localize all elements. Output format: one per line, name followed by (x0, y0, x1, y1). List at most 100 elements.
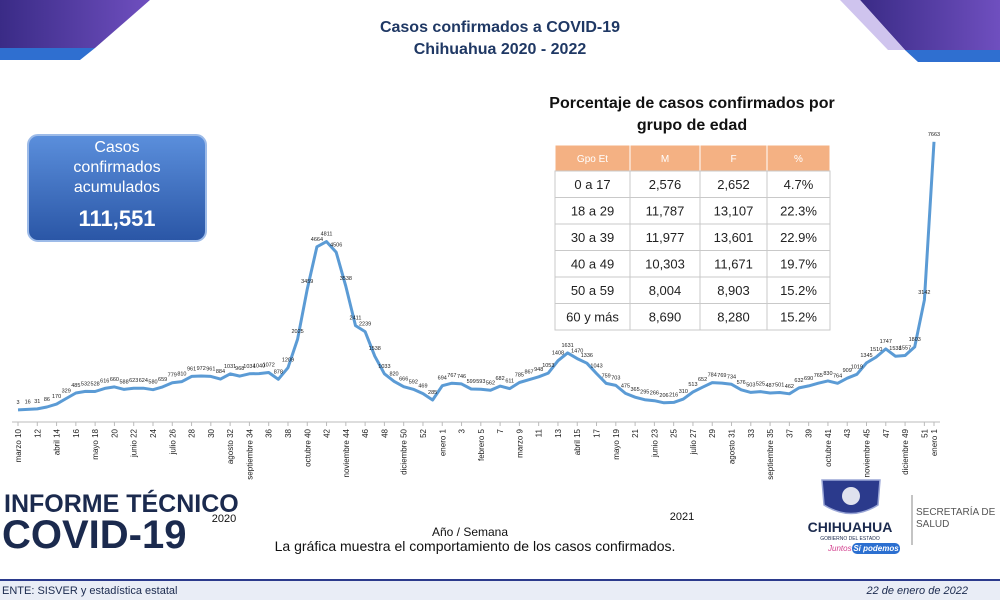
table-cell (629, 223, 701, 251)
data-label: 1053 (542, 363, 554, 369)
data-label: 1803 (909, 337, 921, 343)
state-name: CHIHUAHUA (808, 519, 893, 535)
table-cell-text: 18 a 29 (571, 204, 614, 219)
data-label: 3538 (340, 276, 352, 282)
x-tick-label: septiembre 34 (245, 428, 254, 479)
data-label: 769 (717, 373, 726, 379)
x-tick-label: 38 (284, 428, 293, 437)
table-cell (699, 276, 768, 304)
x-tick-label: abril 15 (573, 428, 582, 455)
x-tick-label: junio 22 (130, 428, 139, 458)
data-label: 206 (659, 393, 668, 399)
table-header: % (794, 154, 803, 165)
data-label: 295 (640, 390, 649, 396)
x-axis-label: Año / Semana (432, 525, 508, 539)
table-cell-text: 4.7% (784, 177, 814, 192)
data-label: 329 (62, 388, 71, 394)
data-label: 623 (129, 378, 138, 384)
data-label: 528 (91, 382, 100, 388)
title: Casos confirmados a COVID-19 (380, 19, 620, 36)
data-label: 1072 (263, 362, 275, 368)
table-cell (629, 303, 701, 331)
x-tick-label: 43 (843, 428, 852, 437)
table-header-cell (554, 144, 631, 172)
x-tick-label: noviembre 45 (863, 428, 872, 477)
data-label: 779 (168, 373, 177, 379)
table-cell-text: 8,004 (649, 283, 682, 298)
summary-label: acumulados (74, 179, 160, 196)
data-label: 580 (148, 380, 157, 386)
x-tick-label: octubre 41 (824, 428, 833, 466)
series-line (17, 141, 936, 412)
data-label: 588 (119, 379, 128, 385)
data-label: 31 (34, 399, 40, 405)
table-title: Porcentaje de casos confirmados por (549, 95, 834, 112)
data-label: 1336 (581, 353, 593, 359)
footer-bar (0, 580, 1000, 600)
table-cell (766, 197, 831, 225)
department: SALUD (916, 519, 949, 530)
table-cell-text: 22.3% (780, 204, 817, 219)
x-tick-label: febrero 5 (477, 428, 486, 461)
x-tick-label: 36 (265, 428, 274, 437)
data-label: 86 (44, 397, 50, 403)
data-label: 16 (25, 399, 31, 405)
department: SECRETARÍA DE (916, 505, 996, 518)
data-label: 513 (688, 382, 697, 388)
data-label: 4811 (321, 232, 333, 238)
table-cell-text: 15.2% (780, 310, 817, 325)
x-tick-label: diciembre 49 (901, 428, 910, 474)
x-tick-label: agosto 32 (226, 428, 235, 464)
data-label: 3142 (918, 290, 930, 296)
state-logo: CHIHUAHUA GOBIERNO DEL ESTADO Juntos Sí … (808, 479, 996, 554)
data-label: 1538 (369, 346, 381, 352)
data-label: 1557 (899, 346, 911, 352)
data-label: 2025 (291, 329, 303, 335)
table-cell-text: 11,977 (646, 230, 685, 245)
x-tick-label: enero 1 (930, 428, 939, 456)
data-label: 810 (177, 372, 186, 378)
x-tick-label: 25 (670, 428, 679, 437)
x-tick-label: 51 (920, 428, 929, 437)
x-tick-label: 12 (33, 428, 42, 437)
x-tick-label: 37 (785, 428, 794, 437)
data-label: 285 (428, 390, 437, 396)
table-cell (699, 303, 768, 331)
x-tick-label: septiembre 35 (766, 428, 775, 479)
x-tick-label: 13 (554, 428, 563, 437)
table-cell-text: 11,671 (714, 257, 753, 272)
x-tick-label: 33 (747, 428, 756, 437)
x-tick-label: 30 (207, 428, 216, 437)
table-cell-text: 19.7% (780, 257, 817, 272)
table-cell-text: 11,787 (646, 204, 685, 219)
data-label: 909 (843, 368, 852, 374)
x-tick-label: marzo 10 (14, 428, 23, 462)
table-cell-text: 30 a 39 (571, 230, 614, 245)
x-tick-label: 16 (72, 428, 81, 437)
data-label: 462 (785, 384, 794, 390)
x-tick-label: 3 (458, 428, 467, 433)
year-label: 2020 (212, 513, 236, 525)
x-tick-label: marzo 9 (515, 428, 524, 457)
table-cell-text: 8,280 (717, 310, 750, 325)
table-cell (766, 276, 831, 304)
data-label: 1510 (870, 347, 882, 353)
table-header: F (730, 154, 736, 165)
data-label: 487 (765, 383, 774, 389)
data-label: 968 (235, 366, 244, 372)
data-label: 1408 (552, 351, 564, 357)
data-label: 616 (100, 378, 109, 384)
table-cell-text: 2,652 (717, 177, 750, 192)
data-label: 1043 (590, 363, 602, 369)
summary-box-bg (27, 134, 207, 242)
x-tick-label: 28 (188, 428, 197, 437)
subtitle: Chihuahua 2020 - 2022 (414, 41, 587, 58)
data-label: 624 (139, 378, 148, 384)
line-chart: marzo 10 12 abril 14 16 mayo 18 20 junio 22 24 j… (12, 132, 940, 480)
table-cell (629, 250, 701, 278)
data-label: 1209 (282, 358, 294, 364)
data-label: 961 (206, 366, 215, 372)
data-label: 469 (418, 384, 427, 390)
